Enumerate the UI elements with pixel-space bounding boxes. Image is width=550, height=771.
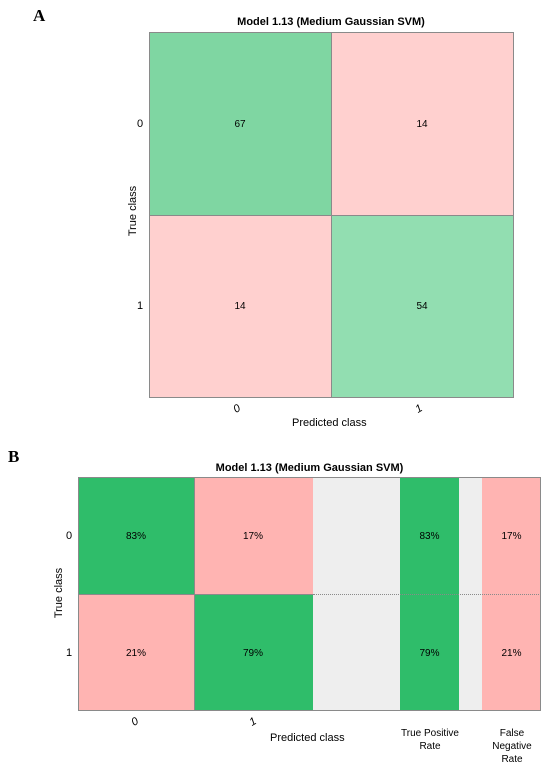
panel-a-value-0-1: 14 [416,119,428,130]
panel-b-col-tick-1: 1 [247,715,259,729]
panel-a-row-tick-0: 0 [137,118,144,130]
panel-b-fnr-value-0: 17% [501,531,522,542]
panel-a-cell-1-1 [331,215,514,398]
panel-b-fnr-cell-1 [482,594,541,711]
panel-b-value-1-0: 21% [125,648,146,659]
panel-b-row-tick-0: 0 [66,530,73,542]
panel-a-value-1-1: 54 [416,301,428,312]
panel-b-cell-1-1 [194,594,313,711]
panel-b-row-tick-1: 1 [66,647,73,659]
panel-a-value-1-0: 14 [234,301,246,312]
panel-b-cell-0-1 [194,477,313,594]
panel-a-title: Model 1.13 (Medium Gaussian SVM) [237,16,425,28]
panel-b-horizontal-divider [78,594,313,595]
panel-b-tpr-value-1: 79% [419,648,440,659]
panel-a-cell-0-1 [331,32,514,215]
panel-b-value-0-1: 17% [242,531,263,542]
panel-b-tpr-cell-1 [400,594,459,711]
panel-b-cell-0-0 [78,477,194,594]
panel-b-col-tick-0: 0 [129,715,141,729]
panel-a-xlabel: Predicted class [292,417,367,429]
panel-b-title: Model 1.13 (Medium Gaussian SVM) [215,462,404,474]
panel-b-letter: B [8,447,20,466]
panel-b-fnr-cell-0 [482,477,541,594]
panel-b-fnr-value-1: 21% [501,648,522,659]
panel-a-col-tick-1: 1 [413,402,425,416]
panel-b-value-1-1: 79% [242,648,263,659]
panel-a-cell-0-0 [149,32,331,215]
panel-a-col-tick-0: 0 [231,402,243,416]
panel-a-value-0-0: 67 [234,119,246,130]
panel-b-cell-1-0 [78,594,194,711]
panel-b-dotted-divider [313,594,541,595]
panel-a-letter: A [33,6,46,25]
panel-b-tpr-value-0: 83% [419,531,440,542]
panel-a-cell-1-0 [149,215,331,398]
panel-b-fnr-label: False Negative Rate [492,728,532,765]
panel-a-ylabel: True class [127,185,139,237]
panel-a-row-tick-1: 1 [137,300,144,312]
panel-b-ylabel: True class [53,567,65,619]
panel-a-horizontal-divider [149,215,514,216]
panel-b-tpr-label: True Positive Rate [401,728,459,752]
panel-b-value-0-0: 83% [125,531,146,542]
panel-b-tpr-cell-0 [400,477,459,594]
panel-b-xlabel: Predicted class [270,732,345,744]
